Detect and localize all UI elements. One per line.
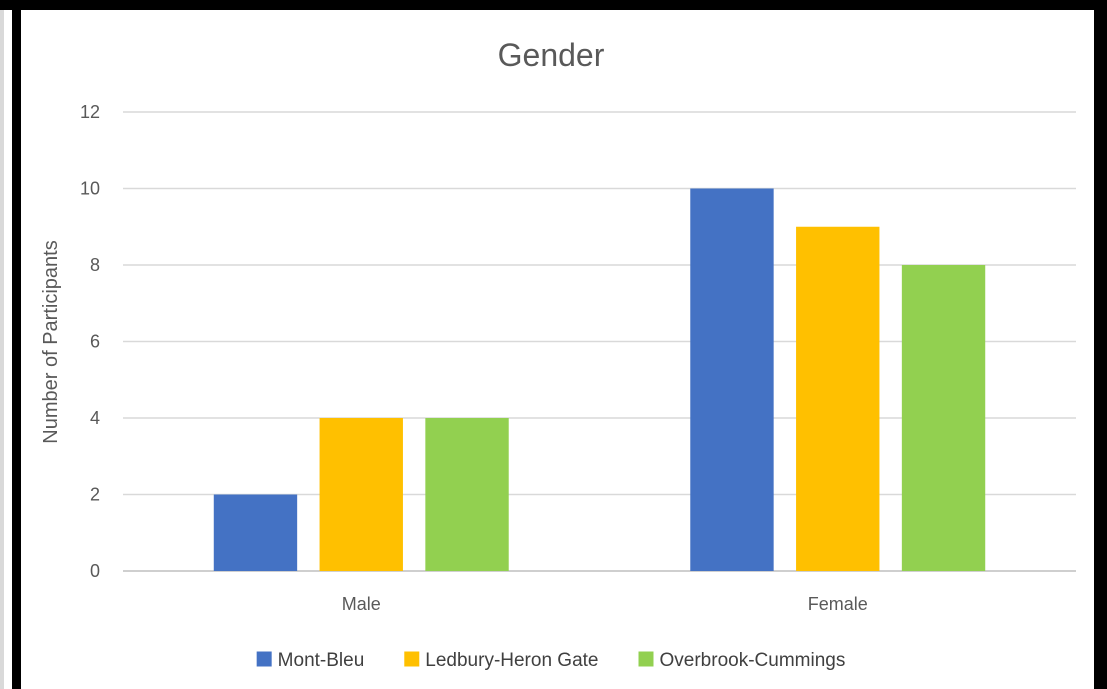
bar-female-series-1 xyxy=(690,188,774,571)
frame-edge xyxy=(0,10,4,689)
y-axis-title: Number of Participants xyxy=(40,240,62,443)
legend-swatch xyxy=(404,651,420,667)
legend-item: Overbrook-Cummings xyxy=(638,650,846,671)
bar-female-series-3 xyxy=(901,265,986,571)
y-tick-label: 8 xyxy=(90,255,100,275)
frame-border-right xyxy=(1094,0,1107,689)
y-tick-label: 2 xyxy=(90,485,100,505)
bars xyxy=(213,188,986,571)
y-tick-label: 12 xyxy=(80,102,100,122)
legend-label: Overbrook-Cummings xyxy=(660,650,846,671)
bar-male-series-1 xyxy=(213,494,298,571)
y-tick-label: 4 xyxy=(90,408,100,428)
x-tick-label: Male xyxy=(342,594,381,614)
legend-label: Mont-Bleu xyxy=(278,650,365,671)
bar-male-series-3 xyxy=(425,418,509,571)
frame-border-top xyxy=(0,0,1107,10)
x-tick-label: Female xyxy=(808,594,868,614)
y-tick-label: 10 xyxy=(80,179,100,199)
legend-item: Ledbury-Heron Gate xyxy=(404,650,599,671)
x-axis-ticks: Male Female xyxy=(342,594,868,614)
legend-label: Ledbury-Heron Gate xyxy=(425,650,598,671)
bar-male-series-2 xyxy=(319,418,403,571)
legend-item: Mont-Bleu xyxy=(256,650,365,671)
frame-border-left xyxy=(12,0,21,689)
bar-female-series-2 xyxy=(796,226,880,571)
legend: Mont-Bleu Ledbury-Heron Gate Overbrook-Cum… xyxy=(256,650,846,671)
y-tick-label: 0 xyxy=(90,561,100,581)
y-axis-ticks: 0 2 4 6 8 10 12 xyxy=(80,102,100,581)
legend-swatch xyxy=(638,651,654,667)
y-tick-label: 6 xyxy=(90,332,100,352)
legend-swatch xyxy=(256,651,272,667)
chart-title: Gender xyxy=(498,37,605,73)
